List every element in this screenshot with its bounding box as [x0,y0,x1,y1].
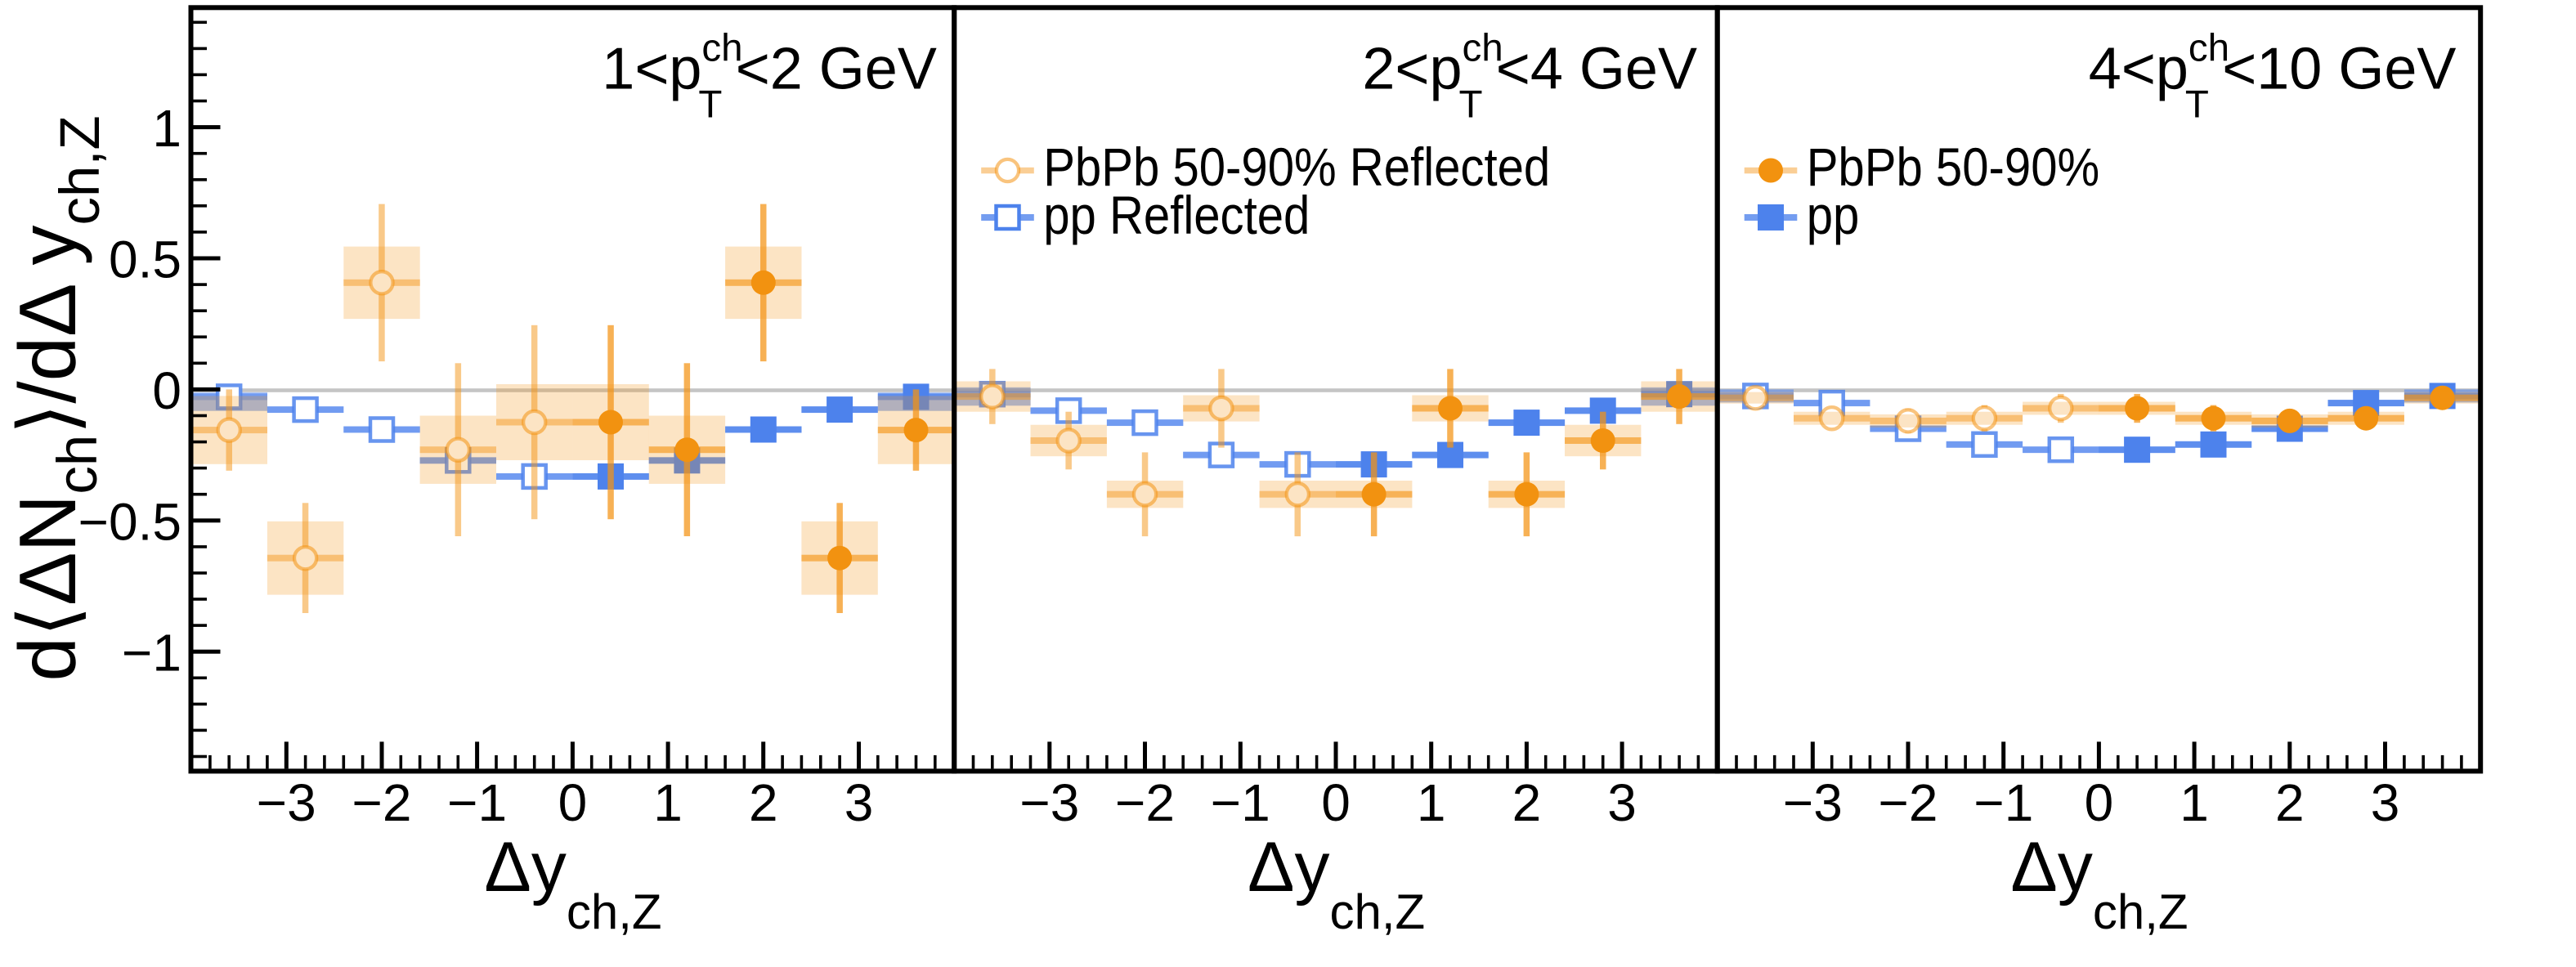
svg-text:−1: −1 [1973,773,2033,832]
svg-text:4<p: 4<p [2089,37,2188,102]
svg-text:1<p: 1<p [602,37,701,102]
svg-text:0: 0 [1321,773,1351,832]
svg-text:−1: −1 [122,624,181,683]
svg-text:−0.5: −0.5 [78,492,181,551]
svg-text:<10 GeV: <10 GeV [2222,37,2456,102]
svg-text:PbPb 50-90%: PbPb 50-90% [1807,137,2099,197]
svg-text:1: 1 [152,99,181,158]
svg-text:3: 3 [1607,773,1637,832]
svg-text:−3: −3 [1019,773,1079,832]
svg-text:−1: −1 [1211,773,1270,832]
svg-text:−3: −3 [1783,773,1843,832]
svg-text:1: 1 [2180,773,2209,832]
svg-text:2<p: 2<p [1362,37,1462,102]
svg-text:T: T [698,83,722,127]
svg-text:ch: ch [2188,27,2229,70]
svg-text:T: T [1459,83,1483,127]
svg-text:0: 0 [558,773,588,832]
svg-text:pp Reflected: pp Reflected [1043,185,1310,245]
svg-text:2: 2 [2275,773,2305,832]
svg-text:3: 3 [844,773,874,832]
svg-text:0: 0 [2085,773,2114,832]
svg-text:1: 1 [1417,773,1446,832]
svg-text:0.5: 0.5 [109,231,181,289]
svg-text:<2 GeV: <2 GeV [736,37,937,102]
svg-text:PbPb 50-90% Reflected: PbPb 50-90% Reflected [1043,137,1550,197]
svg-text:2: 2 [1512,773,1542,832]
svg-text:pp: pp [1807,185,1860,245]
svg-text:0: 0 [152,361,181,420]
svg-text:−3: −3 [257,773,316,832]
svg-text:−2: −2 [352,773,412,832]
svg-text:3: 3 [2371,773,2400,832]
svg-text:<4 GeV: <4 GeV [1496,37,1697,102]
svg-text:ch: ch [701,27,742,70]
svg-text:ch: ch [1463,27,1503,70]
svg-text:−2: −2 [1115,773,1175,832]
svg-text:−2: −2 [1879,773,1938,832]
svg-text:−1: −1 [447,773,507,832]
svg-text:1: 1 [653,773,683,832]
svg-text:T: T [2185,83,2209,127]
svg-text:2: 2 [749,773,778,832]
